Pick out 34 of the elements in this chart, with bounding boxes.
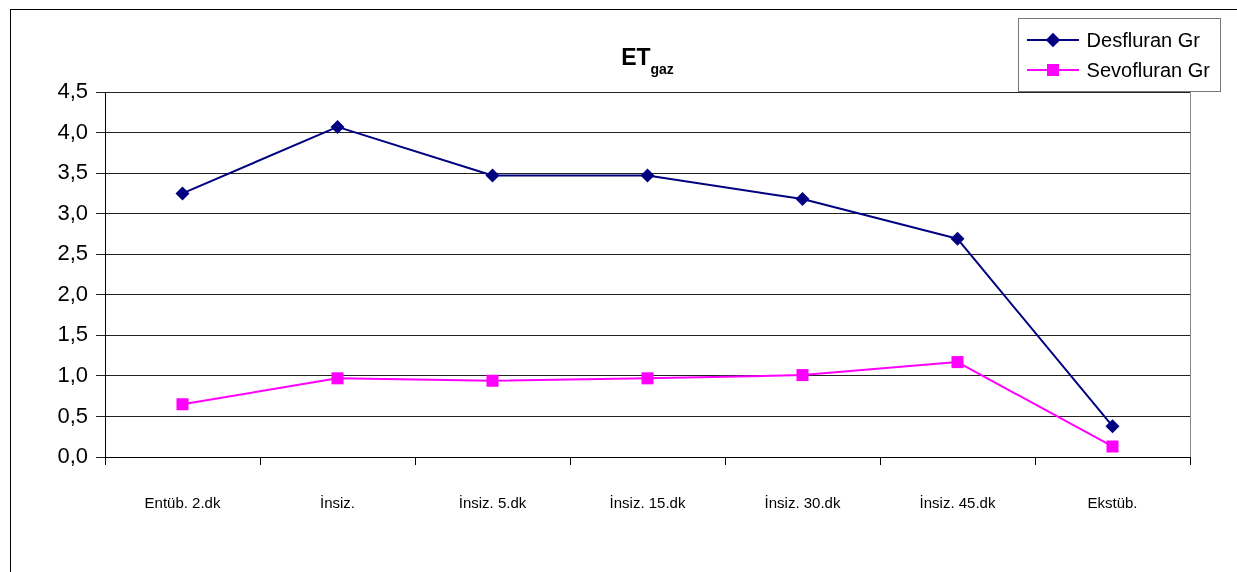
- point: [175, 186, 190, 201]
- point: [1105, 419, 1120, 434]
- y-tick-label: 1,5: [57, 321, 88, 347]
- chart-title: ET$_{gaz}$: [621, 44, 674, 79]
- point: [796, 369, 809, 382]
- point: [950, 231, 965, 246]
- point: [951, 356, 964, 369]
- point: [1106, 440, 1119, 453]
- point: [330, 119, 345, 134]
- x-tick-label: Entüb. 2.dk: [144, 494, 221, 512]
- y-tick-label: 1,0: [57, 361, 88, 387]
- x-tick-label: İnsiz. 30.dk: [764, 494, 841, 512]
- y-tick-label: 0,5: [57, 402, 88, 428]
- x-tick-label: Ekstüb.: [1087, 494, 1138, 512]
- y-tick-label: 0,0: [57, 443, 88, 469]
- y-tick-label: 2,0: [57, 280, 88, 306]
- y-tick-label: 4,0: [57, 118, 88, 144]
- point: [640, 168, 655, 183]
- y-tick-label: 4,5: [57, 78, 88, 104]
- x-tick-label: İnsiz. 5.dk: [458, 494, 527, 512]
- y-tick-label: 3,0: [57, 199, 88, 225]
- point: [331, 372, 344, 385]
- point: [176, 398, 189, 411]
- x-tick-label: İnsiz. 45.dk: [919, 494, 996, 512]
- point: [795, 192, 810, 207]
- x-tick-label: İnsiz. 15.dk: [609, 494, 686, 512]
- legend-label: Desfluran Gr: [1086, 28, 1200, 52]
- y-tick-label: 2,5: [57, 240, 88, 266]
- y-tick-label: 3,5: [57, 159, 88, 185]
- point: [485, 168, 500, 183]
- point: [641, 372, 654, 385]
- legend-label: Sevofluran Gr: [1086, 58, 1210, 82]
- point: [486, 374, 499, 387]
- x-tick-label: İnsiz.: [319, 494, 356, 512]
